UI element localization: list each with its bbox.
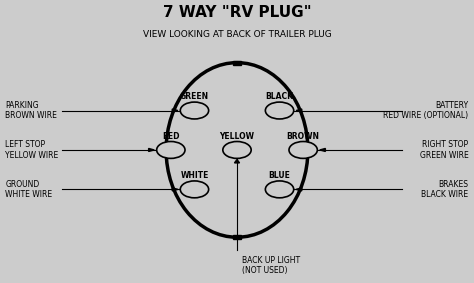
- Circle shape: [265, 181, 294, 198]
- Circle shape: [180, 181, 209, 198]
- Polygon shape: [149, 148, 155, 151]
- Bar: [234, 235, 240, 239]
- Text: WHITE: WHITE: [180, 171, 209, 180]
- Text: BACK UP LIGHT
(NOT USED): BACK UP LIGHT (NOT USED): [242, 256, 300, 275]
- Text: LEFT STOP
YELLOW WIRE: LEFT STOP YELLOW WIRE: [5, 140, 59, 160]
- Circle shape: [180, 102, 209, 119]
- Text: BATTERY
RED WIRE (OPTIONAL): BATTERY RED WIRE (OPTIONAL): [383, 101, 469, 120]
- Text: BLACK: BLACK: [265, 92, 293, 101]
- Circle shape: [289, 142, 318, 158]
- Circle shape: [156, 142, 185, 158]
- Circle shape: [265, 102, 294, 119]
- Polygon shape: [319, 148, 325, 151]
- Text: BROWN: BROWN: [287, 132, 319, 141]
- Text: GREEN: GREEN: [180, 92, 209, 101]
- Text: BRAKES
BLACK WIRE: BRAKES BLACK WIRE: [421, 180, 469, 199]
- Bar: [234, 61, 240, 65]
- Text: YELLOW: YELLOW: [219, 132, 255, 141]
- Circle shape: [223, 142, 251, 158]
- Polygon shape: [172, 109, 178, 112]
- Text: RIGHT STOP
GREEN WIRE: RIGHT STOP GREEN WIRE: [420, 140, 469, 160]
- Polygon shape: [296, 109, 302, 112]
- Text: PARKING
BROWN WIRE: PARKING BROWN WIRE: [5, 101, 57, 120]
- Polygon shape: [296, 188, 302, 191]
- Polygon shape: [172, 188, 178, 191]
- Polygon shape: [235, 160, 239, 163]
- Text: GROUND
WHITE WIRE: GROUND WHITE WIRE: [5, 180, 53, 199]
- Text: BLUE: BLUE: [269, 171, 291, 180]
- Text: 7 WAY "RV PLUG": 7 WAY "RV PLUG": [163, 5, 311, 20]
- Text: VIEW LOOKING AT BACK OF TRAILER PLUG: VIEW LOOKING AT BACK OF TRAILER PLUG: [143, 30, 331, 39]
- Text: RED: RED: [162, 132, 180, 141]
